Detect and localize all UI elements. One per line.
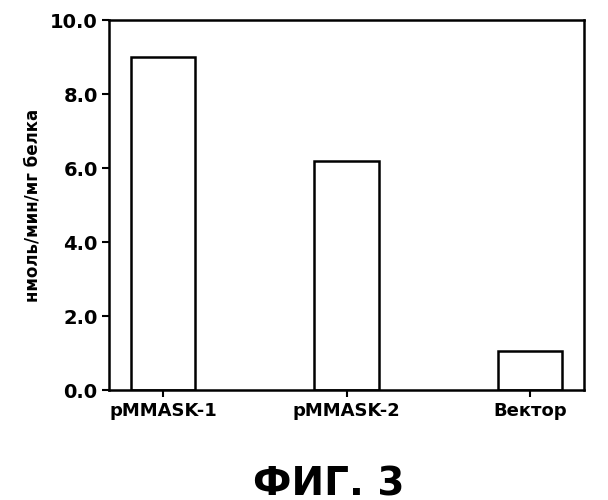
Bar bbox=[131, 57, 195, 390]
Bar bbox=[314, 160, 379, 390]
Text: ФИГ. 3: ФИГ. 3 bbox=[252, 466, 404, 500]
Bar bbox=[498, 351, 562, 390]
Y-axis label: нмоль/мин/мг белка: нмоль/мин/мг белка bbox=[24, 108, 41, 302]
